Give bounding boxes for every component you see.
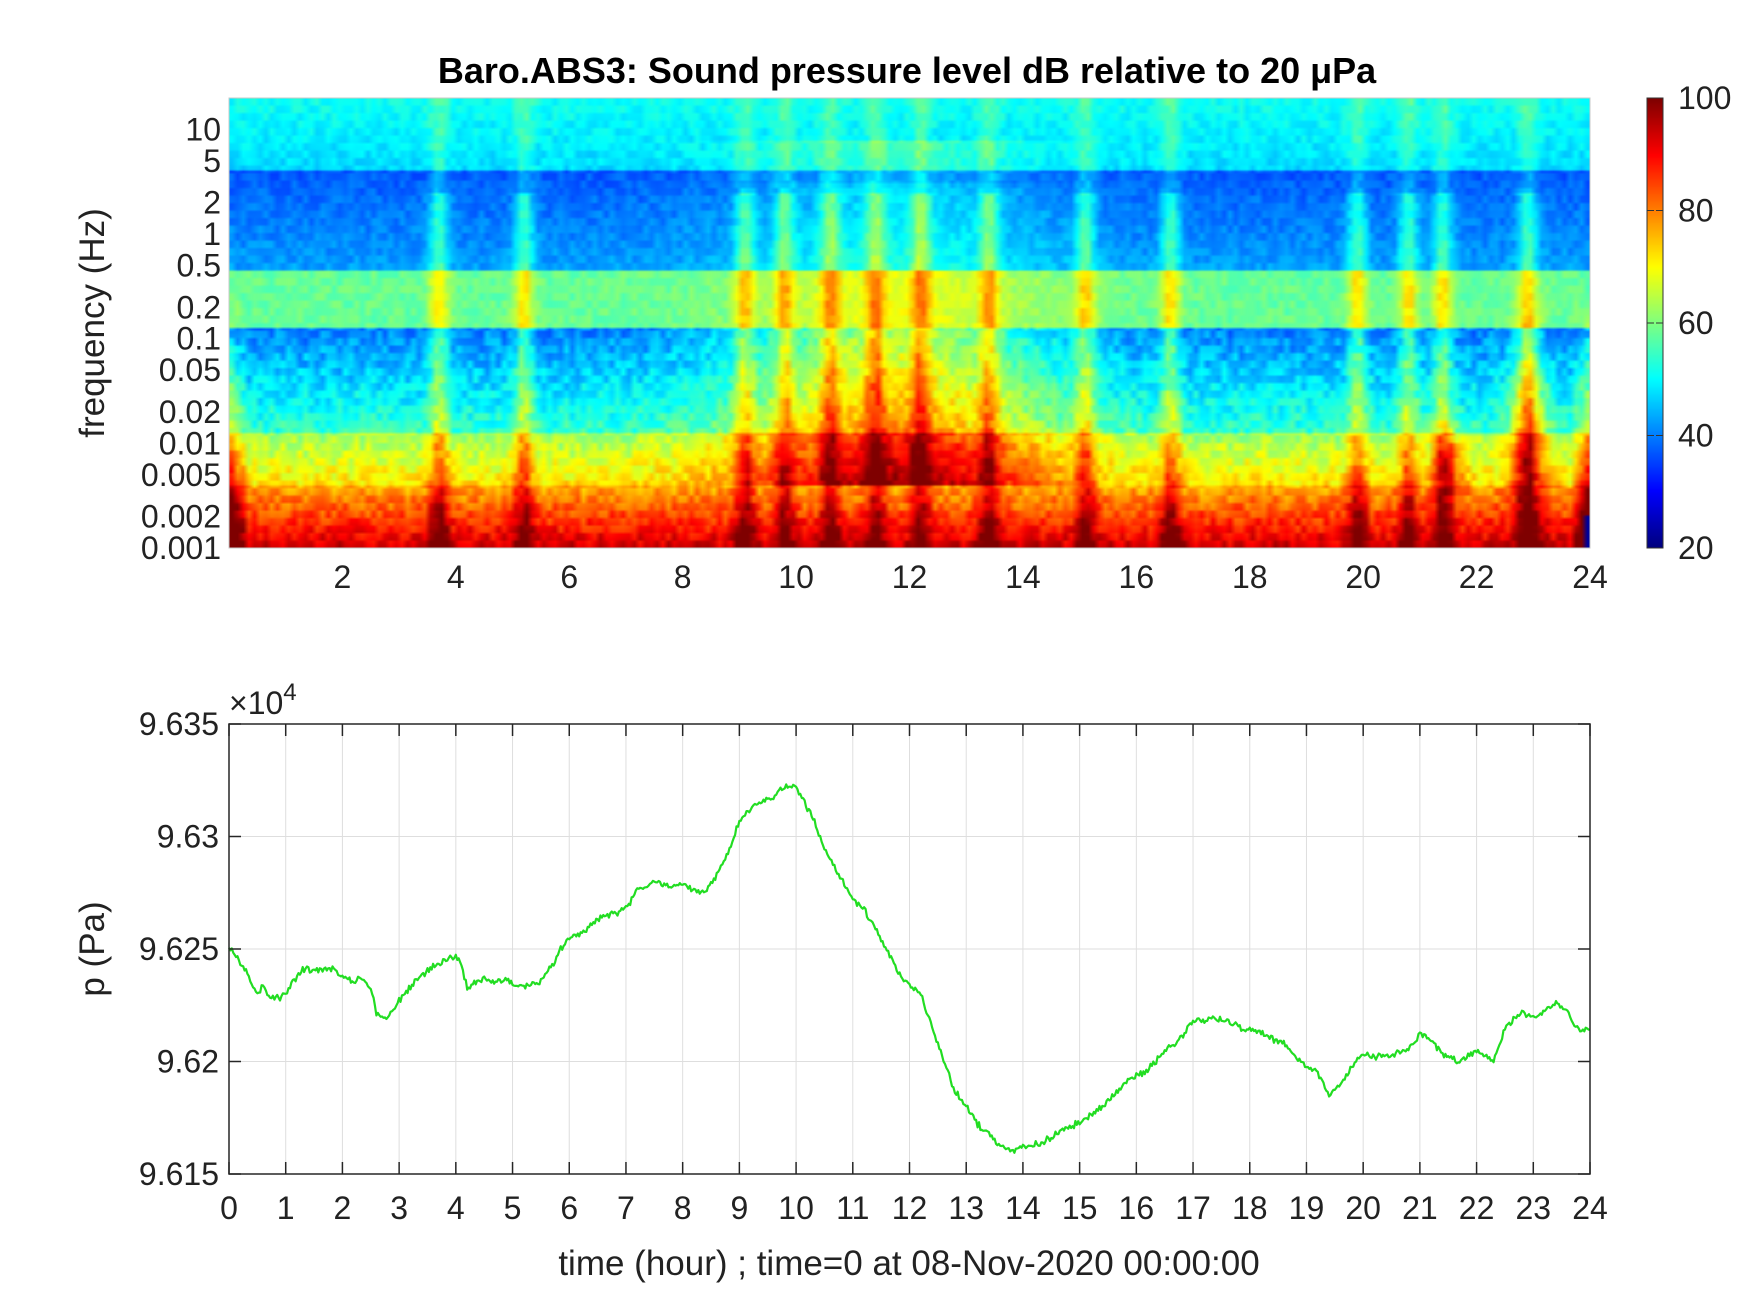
pressure-y-tick-label: 9.63 [157, 819, 219, 855]
spectrogram-y-tick-label: 0.05 [159, 352, 221, 388]
pressure-x-tick-label: 15 [1062, 1190, 1098, 1226]
pressure-series-line [228, 783, 1591, 1154]
pressure-x-tick-label: 1 [277, 1190, 295, 1226]
colorbar-tick-label: 20 [1678, 530, 1714, 566]
pressure-x-tick-label: 24 [1572, 1190, 1608, 1226]
spectrogram-image [229, 98, 1590, 548]
pressure-x-tick-label: 3 [390, 1190, 408, 1226]
spectrogram-x-tick-label: 4 [447, 559, 465, 595]
spectrogram-y-label: frequency (Hz) [73, 208, 112, 438]
pressure-x-tick-label: 4 [447, 1190, 465, 1226]
spectrogram-y-tick-label: 0.5 [177, 248, 221, 284]
spectrogram-x-tick-label: 2 [334, 559, 352, 595]
spectrogram-x-tick-label: 24 [1572, 559, 1608, 595]
pressure-y-tick-label: 9.635 [139, 706, 219, 742]
spectrogram-y-tick-label: 0.002 [141, 499, 221, 535]
colorbar-tick-label: 60 [1678, 305, 1714, 341]
spectrogram-panel: Baro.ABS3: Sound pressure level dB relat… [73, 50, 1608, 595]
pressure-x-tick-label: 8 [674, 1190, 692, 1226]
spectrogram-y-tick-label: 0.005 [141, 457, 221, 493]
spectrogram-y-tick-label: 1 [203, 216, 221, 252]
spectrogram-y-tick-label: 0.2 [177, 289, 221, 325]
pressure-y-label: p (Pa) [73, 901, 112, 996]
spectrogram-x-tick-label: 10 [778, 559, 814, 595]
spectrogram-x-tick-label: 22 [1459, 559, 1495, 595]
spectrogram-y-tick-label: 5 [203, 143, 221, 179]
spectrogram-x-tick-label: 16 [1119, 559, 1155, 595]
pressure-x-tick-label: 12 [892, 1190, 928, 1226]
spectrogram-x-tick-label: 8 [674, 559, 692, 595]
spectrogram-y-tick-label: 0.01 [159, 425, 221, 461]
pressure-x-tick-label: 7 [617, 1190, 635, 1226]
pressure-x-tick-label: 16 [1119, 1190, 1155, 1226]
pressure-y-tick-label: 9.625 [139, 931, 219, 967]
spectrogram-x-tick-label: 18 [1232, 559, 1268, 595]
pressure-x-tick-label: 19 [1289, 1190, 1325, 1226]
pressure-x-tick-label: 18 [1232, 1190, 1268, 1226]
pressure-x-tick-label: 9 [730, 1190, 748, 1226]
spectrogram-x-ticks: 2 4 6 8 10 12 14 16 18 20 22 24 [334, 559, 1608, 595]
pressure-x-tick-label: 14 [1005, 1190, 1041, 1226]
pressure-x-tick-label: 2 [334, 1190, 352, 1226]
pressure-x-tick-label: 13 [948, 1190, 984, 1226]
colorbar-tick-label: 100 [1678, 80, 1731, 116]
pressure-x-tick-label: 0 [220, 1190, 238, 1226]
pressure-x-label: time (hour) ; time=0 at 08-Nov-2020 00:0… [558, 1244, 1259, 1283]
colorbar: 20 40 60 80 100 [1646, 80, 1731, 566]
pressure-x-tick-label: 10 [778, 1190, 814, 1226]
pressure-x-tick-label: 23 [1515, 1190, 1551, 1226]
pressure-x-tick-label: 21 [1402, 1190, 1438, 1226]
spectrogram-title: Baro.ABS3: Sound pressure level dB relat… [438, 50, 1377, 91]
colorbar-tick-label: 40 [1678, 418, 1714, 454]
spectrogram-y-tick-label: 0.001 [141, 530, 221, 566]
spectrogram-x-tick-label: 14 [1005, 559, 1041, 595]
colorbar-ticks: 20 40 60 80 100 [1647, 80, 1731, 566]
pressure-y-ticks: 9.615 9.62 9.625 9.63 9.635 [139, 706, 1590, 1192]
pressure-x-tick-label: 20 [1345, 1190, 1381, 1226]
pressure-x-tick-label: 17 [1175, 1190, 1211, 1226]
spectrogram-y-tick-label: 0.02 [159, 394, 221, 430]
pressure-y-tick-label: 9.615 [139, 1156, 219, 1192]
colorbar-tick-label: 80 [1678, 193, 1714, 229]
pressure-y-tick-label: 9.62 [157, 1044, 219, 1080]
spectrogram-x-tick-label: 6 [560, 559, 578, 595]
pressure-x-tick-label: 11 [836, 1190, 869, 1226]
spectrogram-x-tick-label: 20 [1345, 559, 1381, 595]
spectrogram-y-tick-label: 0.1 [177, 321, 221, 357]
pressure-x-ticks: 0 1 2 3 4 5 6 7 8 9 10 11 12 13 14 15 16 17 18 19 20 21 22 23 24 [220, 724, 1608, 1226]
pressure-y-exponent: ×104 [229, 679, 297, 721]
spectrogram-y-tick-label: 10 [185, 111, 221, 147]
spectrogram-y-tick-label: 2 [203, 185, 221, 221]
pressure-x-tick-label: 5 [504, 1190, 522, 1226]
pressure-x-tick-label: 22 [1459, 1190, 1495, 1226]
spectrogram-frame [228, 97, 1591, 549]
pressure-x-tick-label: 6 [560, 1190, 578, 1226]
spectrogram-x-tick-label: 12 [892, 559, 928, 595]
